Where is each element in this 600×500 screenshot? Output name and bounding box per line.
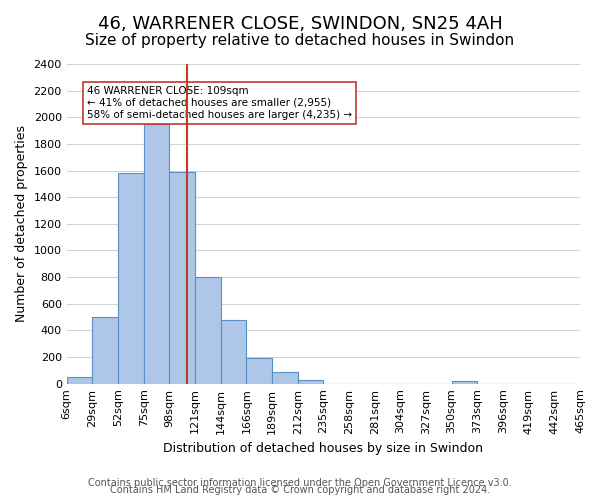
Bar bbox=[169, 172, 195, 384]
X-axis label: Distribution of detached houses by size in Swindon: Distribution of detached houses by size … bbox=[163, 442, 484, 455]
Bar bbox=[247, 358, 272, 384]
Bar bbox=[221, 320, 247, 384]
Bar bbox=[452, 381, 478, 384]
Text: Contains HM Land Registry data © Crown copyright and database right 2024.: Contains HM Land Registry data © Crown c… bbox=[110, 485, 490, 495]
Y-axis label: Number of detached properties: Number of detached properties bbox=[15, 126, 28, 322]
Bar bbox=[67, 377, 92, 384]
Text: Size of property relative to detached houses in Swindon: Size of property relative to detached ho… bbox=[85, 32, 515, 48]
Bar bbox=[92, 317, 118, 384]
Text: 46, WARRENER CLOSE, SWINDON, SN25 4AH: 46, WARRENER CLOSE, SWINDON, SN25 4AH bbox=[98, 15, 502, 33]
Bar bbox=[118, 173, 143, 384]
Text: Contains public sector information licensed under the Open Government Licence v3: Contains public sector information licen… bbox=[88, 478, 512, 488]
Bar bbox=[272, 372, 298, 384]
Bar bbox=[143, 124, 169, 384]
Bar bbox=[298, 380, 323, 384]
Text: 46 WARRENER CLOSE: 109sqm
← 41% of detached houses are smaller (2,955)
58% of se: 46 WARRENER CLOSE: 109sqm ← 41% of detac… bbox=[87, 86, 352, 120]
Bar bbox=[195, 277, 221, 384]
